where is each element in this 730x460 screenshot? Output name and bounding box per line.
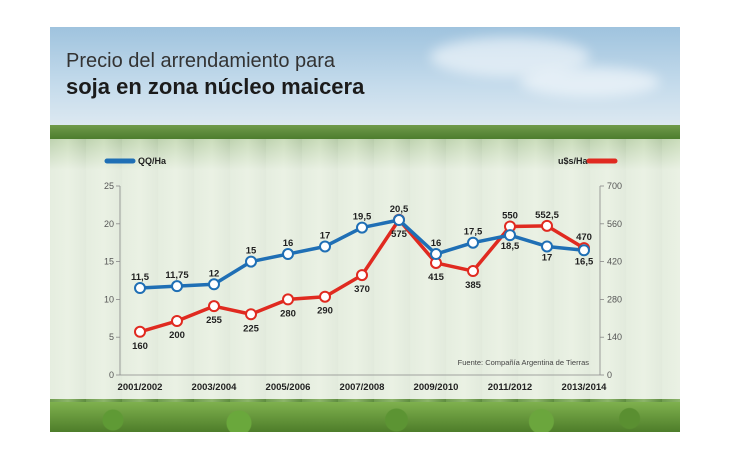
data-label-qq: 18,5 xyxy=(501,241,520,252)
data-label-qq: 16,5 xyxy=(575,256,594,267)
data-label-qq: 12 xyxy=(209,268,220,279)
chart-subtitle: soja en zona núcleo maicera xyxy=(66,74,365,99)
data-label-qq: 17,5 xyxy=(464,227,483,238)
data-point-qq xyxy=(319,240,331,253)
data-point-usd xyxy=(319,290,331,303)
crop-strip xyxy=(50,402,680,432)
x-tick-label: 2003/2004 xyxy=(192,382,238,393)
data-point-qq xyxy=(282,248,294,261)
data-point-qq xyxy=(208,278,220,291)
y-tick-label-left: 5 xyxy=(109,332,114,342)
x-tick-label: 2001/2002 xyxy=(118,382,163,393)
legend-label-qq: QQ/Ha xyxy=(138,156,167,166)
data-label-qq: 19,5 xyxy=(353,212,372,223)
x-tick-label: 2005/2006 xyxy=(266,382,311,393)
data-point-usd xyxy=(134,325,146,338)
data-label-usd: 160 xyxy=(132,341,148,352)
data-label-usd: 290 xyxy=(317,306,333,317)
data-point-qq xyxy=(578,244,590,257)
x-tick-label: 2011/2012 xyxy=(488,382,532,393)
data-label-qq: 11,5 xyxy=(131,272,150,283)
data-label-usd: 385 xyxy=(465,280,482,291)
data-label-qq: 15 xyxy=(246,246,257,257)
data-label-usd: 200 xyxy=(169,330,185,341)
data-point-qq xyxy=(134,282,146,295)
treeline-background xyxy=(50,125,680,139)
data-label-usd: 550 xyxy=(502,211,518,222)
data-label-usd: 415 xyxy=(428,272,445,283)
y-tick-label-left: 10 xyxy=(104,294,114,304)
data-point-qq xyxy=(171,280,183,293)
y-tick-label-left: 20 xyxy=(104,219,114,229)
data-point-qq xyxy=(541,240,553,253)
data-label-qq: 16 xyxy=(431,238,442,249)
data-label-usd: 575 xyxy=(391,229,408,240)
cloud-decoration xyxy=(520,67,660,97)
data-label-qq: 20,5 xyxy=(390,204,409,215)
y-tick-label-left: 25 xyxy=(104,181,114,191)
data-label-qq: 17 xyxy=(320,230,331,241)
data-point-usd xyxy=(245,308,257,321)
y-tick-label-left: 15 xyxy=(104,257,114,267)
x-tick-label: 2007/2008 xyxy=(340,382,385,393)
data-point-usd xyxy=(171,315,183,327)
data-point-usd xyxy=(541,219,553,232)
y-tick-label-right: 560 xyxy=(607,219,622,229)
data-point-qq xyxy=(467,236,479,249)
data-point-usd xyxy=(356,269,368,282)
data-label-qq: 11,75 xyxy=(165,270,189,281)
y-tick-label-right: 0 xyxy=(607,370,612,380)
data-point-qq xyxy=(245,255,257,268)
data-point-usd xyxy=(467,265,479,278)
y-tick-label-left: 0 xyxy=(109,370,114,380)
data-point-qq xyxy=(356,221,368,234)
x-tick-label: 2013/2014 xyxy=(562,382,608,393)
data-label-usd: 280 xyxy=(280,308,296,319)
data-label-usd: 370 xyxy=(354,284,370,295)
data-point-usd xyxy=(282,293,294,306)
data-label-usd: 225 xyxy=(243,323,260,334)
y-tick-label-right: 700 xyxy=(607,181,622,191)
data-point-qq xyxy=(504,229,516,242)
data-label-usd: 552,5 xyxy=(535,210,559,221)
data-label-usd: 255 xyxy=(206,315,223,326)
source-note: Fuente: Compañía Argentina de Tierras xyxy=(458,358,590,367)
data-point-usd xyxy=(208,300,220,313)
data-label-qq: 16 xyxy=(283,238,294,249)
y-tick-label-right: 280 xyxy=(607,294,622,304)
data-label-usd: 470 xyxy=(576,232,592,243)
chart-title: Precio del arrendamiento para xyxy=(66,50,336,72)
legend-label-usd: u$s/Ha xyxy=(558,156,589,166)
data-point-qq xyxy=(430,248,442,261)
y-tick-label-right: 420 xyxy=(607,257,622,267)
data-label-qq: 17 xyxy=(542,252,553,263)
y-tick-label-right: 140 xyxy=(607,332,622,342)
data-point-qq xyxy=(393,214,405,227)
x-tick-label: 2009/2010 xyxy=(414,382,459,393)
chart-frame xyxy=(50,27,680,432)
